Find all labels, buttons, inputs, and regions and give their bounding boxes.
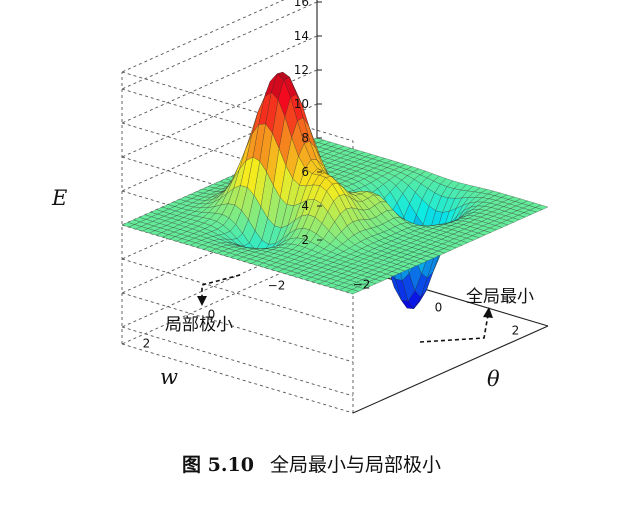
box-edge (121, 0, 285, 73)
surface-plot: 2 4 6 8 10 12 14 16 2 0 −2 −2 0 2 E w θ 局部极小 全局最小 (51, 0, 549, 414)
w-tick-label: −2 (268, 279, 286, 293)
theta-tick-label: 0 (435, 301, 443, 315)
w-tick-label: 2 (143, 337, 151, 351)
figure-caption: 图 5.10 全局最小与局部极小 (0, 450, 623, 477)
z-tick-label: 16 (294, 0, 309, 9)
global-min-arrow (419, 314, 489, 343)
theta-tick-label: −2 (353, 278, 371, 292)
surface-patch (345, 289, 360, 295)
box-edge (121, 71, 354, 142)
grid-line (121, 326, 354, 397)
local-min-annotation: 局部极小 (165, 274, 241, 335)
global-min-annotation: 全局最小 (419, 287, 534, 343)
z-tick-label: 6 (301, 165, 309, 179)
grid-line (121, 292, 354, 363)
energy-surface (121, 71, 549, 310)
figure-caption-text: 全局最小与局部极小 (269, 454, 441, 476)
z-tick-label: 14 (294, 29, 309, 43)
local-min-arrowhead (197, 296, 207, 306)
z-axis-label: E (51, 186, 67, 210)
grid-line (121, 258, 354, 329)
figure-number: 图 5.10 (182, 454, 254, 476)
z-tick-label: 12 (294, 63, 309, 77)
local-min-label: 局部极小 (165, 315, 233, 335)
box-edge (352, 325, 549, 414)
z-tick-label: 8 (301, 131, 309, 145)
z-tick-label: 10 (294, 97, 309, 111)
local-min-arrow (201, 274, 241, 300)
global-min-label: 全局最小 (466, 287, 534, 307)
theta-tick-label: 2 (512, 324, 520, 338)
z-tick-label: 4 (301, 199, 309, 213)
w-axis-label: w (160, 365, 178, 389)
axis-ticks: 2 4 6 8 10 12 14 16 2 0 −2 −2 0 2 (143, 0, 520, 351)
global-min-arrowhead (483, 307, 493, 318)
w-tick-label: 0 (208, 308, 216, 322)
box-edge (121, 343, 354, 414)
z-tick-label: 2 (301, 233, 309, 247)
theta-axis-label: θ (487, 367, 500, 391)
